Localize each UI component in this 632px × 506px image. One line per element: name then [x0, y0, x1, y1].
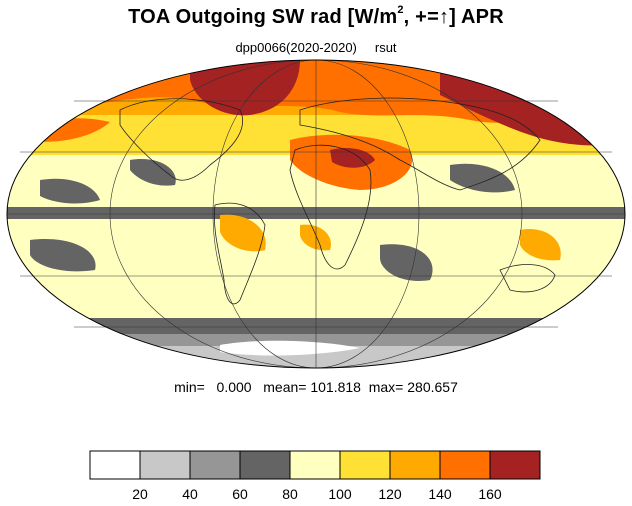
antarctica: [220, 340, 360, 356]
colorbar-tick-label: 160: [478, 486, 502, 502]
amazon-cloud: [220, 214, 266, 252]
colorbar-tick-label: 100: [328, 486, 352, 502]
ocean-low-3: [450, 163, 515, 193]
colorbar-box: [289, 450, 341, 480]
congo-cloud: [300, 224, 331, 251]
colorbar-box: [189, 450, 241, 480]
colorbar-box: [489, 450, 541, 480]
colorbar-tick-label: 60: [232, 486, 248, 502]
colorbar-box: [439, 450, 491, 480]
run-label: dpp0066(2020-2020): [235, 40, 357, 55]
south-pacific-low: [30, 239, 96, 272]
map-subtitle: dpp0066(2020-2020) rsut: [0, 40, 632, 55]
ocean-low-2: [130, 159, 176, 186]
colorbar-box: [339, 450, 391, 480]
colorbar-box: [89, 450, 141, 480]
coastlines: [119, 97, 556, 305]
colorbar-box: [239, 450, 291, 480]
variable-label: rsut: [374, 40, 397, 55]
sahara-dark: [330, 148, 375, 168]
colorbar-tick-label: 40: [182, 486, 198, 502]
maritime-continent: [520, 229, 561, 261]
colorbar-tick-label: 140: [428, 486, 452, 502]
statistics-line: min= 0.000 mean= 101.818 max= 280.657: [174, 379, 458, 395]
colorbar-tick-label: 120: [378, 486, 402, 502]
ocean-low-1: [40, 178, 100, 204]
map-title: TOA Outgoing SW rad [W/m2, +=↑] APR: [128, 4, 504, 28]
colorbar-tick-label: 80: [282, 486, 298, 502]
colorbar-box: [389, 450, 441, 480]
indian-ocean-low: [380, 244, 433, 281]
globe-outline: [6, 59, 626, 369]
north-america-dark: [190, 60, 300, 116]
colorbar-box: [139, 450, 191, 480]
colorbar-tick-label: 20: [132, 486, 148, 502]
